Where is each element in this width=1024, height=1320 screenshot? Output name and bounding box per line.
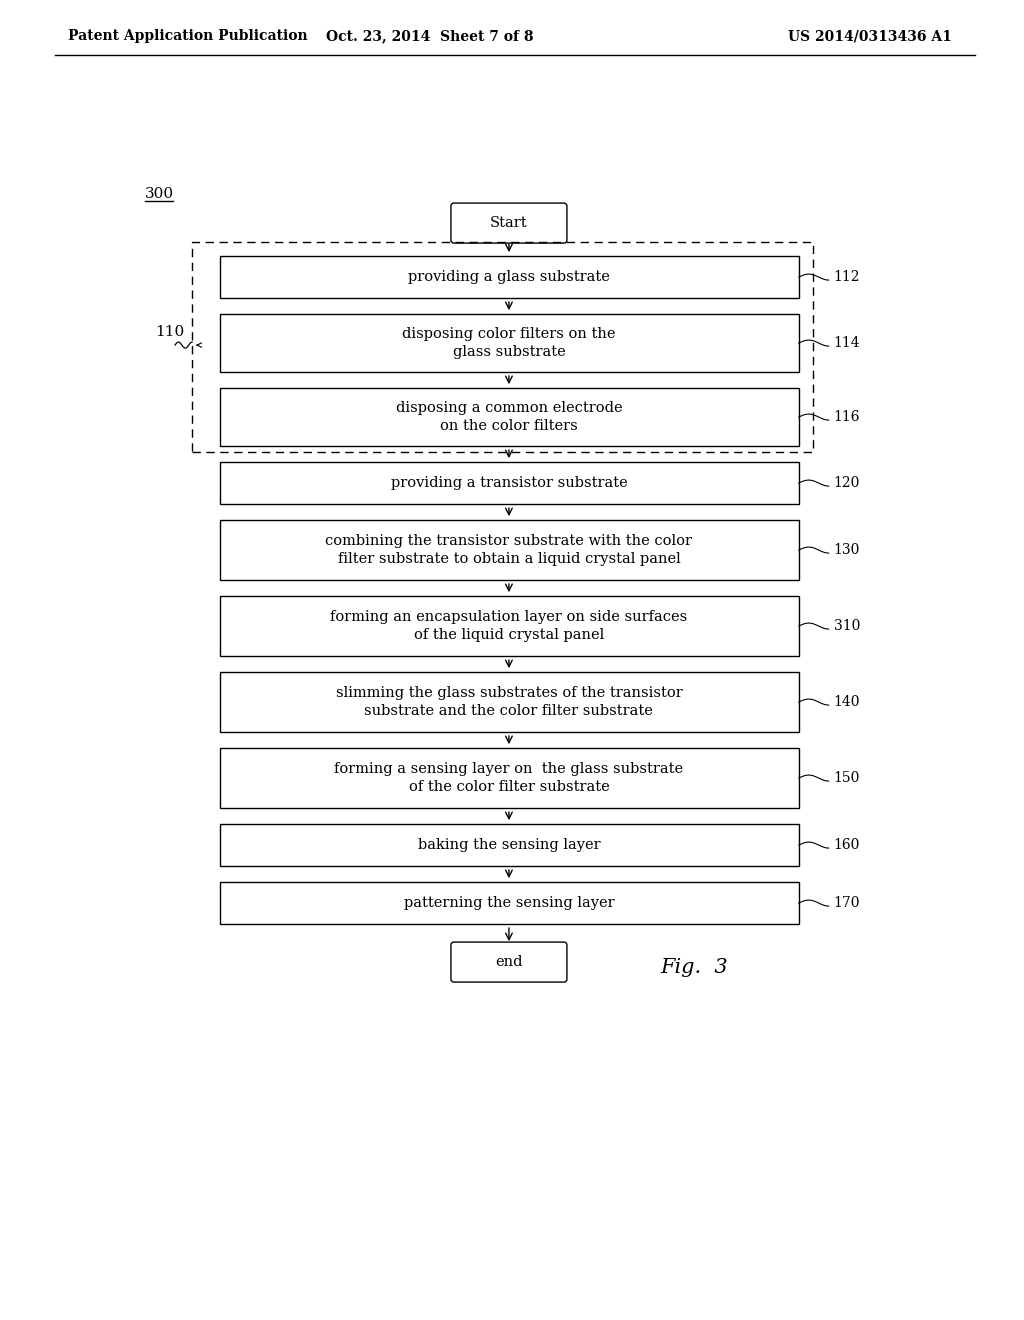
Text: baking the sensing layer: baking the sensing layer [418,838,600,853]
Bar [220,256,799,298]
Text: US 2014/0313436 A1: US 2014/0313436 A1 [788,29,952,44]
Text: 310: 310 [834,619,860,634]
Text: Patent Application Publication: Patent Application Publication [68,29,307,44]
Text: 116: 116 [834,411,860,424]
Text: 150: 150 [834,771,860,785]
Text: 130: 130 [834,543,860,557]
FancyBboxPatch shape [451,203,567,243]
Text: 140: 140 [834,696,860,709]
Text: Start: Start [490,216,527,230]
Text: patterning the sensing layer: patterning the sensing layer [403,896,614,909]
Bar [193,242,813,451]
Bar [220,388,799,446]
Text: end: end [496,956,522,969]
Text: forming an encapsulation layer on side surfaces
of the liquid crystal panel: forming an encapsulation layer on side s… [331,610,687,643]
Text: Oct. 23, 2014  Sheet 7 of 8: Oct. 23, 2014 Sheet 7 of 8 [327,29,534,44]
Text: disposing color filters on the
glass substrate: disposing color filters on the glass sub… [402,327,615,359]
Bar [220,462,799,504]
Text: combining the transistor substrate with the color
filter substrate to obtain a l: combining the transistor substrate with … [326,533,692,566]
Text: forming a sensing layer on  the glass substrate
of the color filter substrate: forming a sensing layer on the glass sub… [335,762,683,795]
FancyBboxPatch shape [451,942,567,982]
Text: 112: 112 [834,271,860,284]
Text: slimming the glass substrates of the transistor
substrate and the color filter s: slimming the glass substrates of the tra… [336,686,682,718]
Text: 120: 120 [834,477,860,490]
Text: providing a glass substrate: providing a glass substrate [408,271,610,284]
Bar [220,882,799,924]
Text: 110: 110 [155,325,184,339]
Bar [220,520,799,579]
Text: 170: 170 [834,896,860,909]
Text: 160: 160 [834,838,860,853]
Bar [220,314,799,372]
Text: 300: 300 [145,187,174,201]
Text: providing a transistor substrate: providing a transistor substrate [390,477,628,490]
Text: disposing a common electrode
on the color filters: disposing a common electrode on the colo… [395,401,623,433]
Bar [220,748,799,808]
Bar [220,672,799,733]
Text: Fig.  3: Fig. 3 [660,957,728,977]
Text: 114: 114 [834,337,860,350]
Bar [220,824,799,866]
Bar [220,597,799,656]
